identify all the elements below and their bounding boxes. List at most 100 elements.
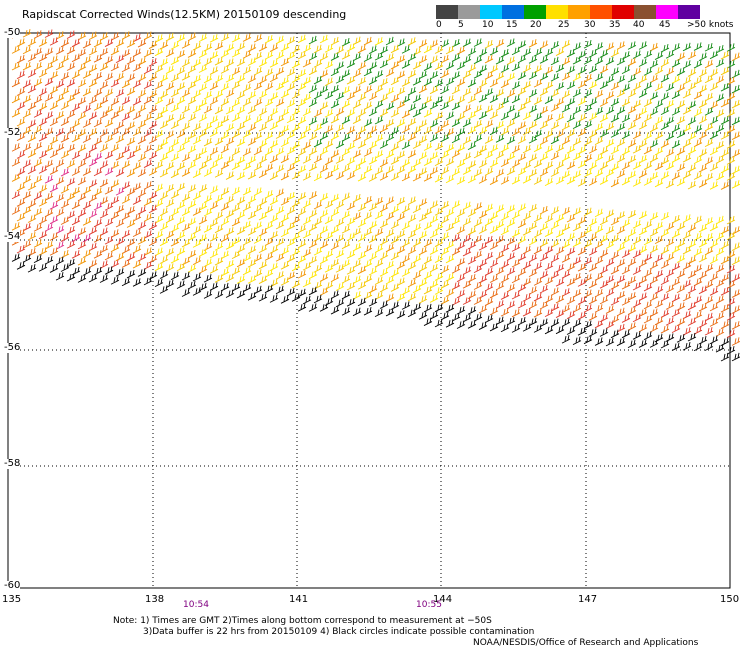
wind-barb bbox=[583, 56, 593, 65]
wind-barb bbox=[462, 166, 472, 175]
wind-barb bbox=[704, 74, 714, 84]
wind-barb bbox=[632, 266, 642, 275]
wind-barb bbox=[192, 74, 202, 84]
wind-barb bbox=[335, 107, 345, 116]
wind-barb bbox=[379, 108, 389, 117]
wind-barb bbox=[143, 48, 153, 58]
wind-barb bbox=[44, 192, 54, 201]
wind-barb bbox=[726, 215, 736, 225]
wind-barb bbox=[104, 118, 114, 128]
wind-barb bbox=[319, 255, 329, 265]
wind-barb bbox=[225, 241, 235, 250]
wind-barb bbox=[231, 186, 241, 196]
wind-barb bbox=[555, 263, 565, 273]
wind-barb bbox=[429, 263, 439, 273]
wind-barb bbox=[258, 42, 268, 52]
wind-barb bbox=[379, 93, 389, 103]
wind-barb bbox=[93, 218, 103, 228]
wind-barb bbox=[264, 51, 274, 60]
wind-barb bbox=[687, 82, 697, 91]
wind-barb bbox=[665, 284, 675, 293]
wind-barb bbox=[715, 264, 725, 273]
wind-barb bbox=[143, 181, 153, 190]
wind-barb bbox=[401, 254, 411, 264]
wind-barb bbox=[704, 232, 714, 242]
wind-barb bbox=[308, 35, 318, 45]
wind-barb bbox=[231, 147, 241, 156]
wind-barb bbox=[187, 32, 197, 42]
wind-barb bbox=[654, 316, 664, 326]
wind-barb bbox=[368, 107, 378, 117]
wind-barb bbox=[330, 193, 340, 203]
wind-barb bbox=[660, 309, 670, 318]
wind-barb bbox=[511, 308, 521, 318]
wind-barb bbox=[286, 146, 296, 155]
wind-barb bbox=[187, 49, 197, 58]
wind-barb bbox=[528, 203, 538, 213]
wind-barb bbox=[726, 140, 736, 149]
contaminated-wind-barb bbox=[203, 290, 213, 299]
wind-barb bbox=[60, 86, 70, 96]
wind-barb bbox=[165, 82, 175, 91]
wind-barb bbox=[264, 131, 274, 141]
wind-barb bbox=[445, 240, 455, 250]
wind-barb bbox=[154, 199, 164, 208]
wind-barb bbox=[671, 139, 681, 149]
wind-barb bbox=[357, 157, 367, 166]
wind-barb bbox=[352, 115, 362, 124]
contaminated-wind-barb bbox=[704, 342, 714, 351]
wind-barb bbox=[588, 161, 598, 170]
wind-barb bbox=[720, 273, 730, 283]
wind-barb bbox=[731, 84, 740, 94]
wind-barb bbox=[11, 173, 21, 182]
wind-barb bbox=[599, 161, 609, 170]
contaminated-wind-barb bbox=[55, 272, 65, 281]
wind-barb bbox=[209, 115, 219, 124]
wind-barb bbox=[82, 39, 92, 49]
wind-barb bbox=[209, 233, 219, 242]
wind-barb bbox=[275, 114, 285, 124]
contaminated-wind-barb bbox=[363, 306, 373, 316]
wind-barb bbox=[11, 94, 21, 104]
wind-barb bbox=[143, 197, 153, 207]
wind-barb bbox=[115, 218, 125, 228]
wind-barb bbox=[506, 89, 516, 98]
wind-barb bbox=[500, 212, 510, 221]
wind-barb bbox=[495, 300, 505, 309]
wind-barb bbox=[682, 139, 692, 148]
wind-barb bbox=[236, 74, 246, 83]
contaminated-wind-barb bbox=[572, 336, 582, 346]
wind-barb bbox=[170, 169, 180, 179]
wind-barb bbox=[396, 165, 406, 175]
wind-barb bbox=[561, 121, 571, 131]
wind-barb bbox=[264, 68, 274, 77]
wind-barb bbox=[588, 97, 598, 107]
wind-barb bbox=[665, 222, 675, 231]
wind-barb bbox=[159, 255, 169, 264]
wind-barb bbox=[583, 89, 593, 98]
wind-barb bbox=[363, 244, 373, 253]
wind-barb bbox=[533, 308, 543, 318]
wind-barb bbox=[693, 247, 703, 257]
wind-barb bbox=[11, 143, 21, 152]
wind-barb bbox=[209, 66, 219, 75]
wind-barb bbox=[445, 143, 455, 153]
wind-speed-colorbar bbox=[436, 5, 700, 19]
wind-barb bbox=[286, 191, 296, 201]
note-line: Note: 1) Times are GMT 2)Times along bot… bbox=[113, 616, 492, 626]
wind-barb bbox=[720, 131, 730, 140]
wind-barb bbox=[341, 69, 351, 78]
wind-barb bbox=[418, 55, 428, 64]
wind-barb bbox=[627, 228, 637, 237]
wind-barb bbox=[88, 143, 98, 153]
wind-barb bbox=[555, 160, 565, 170]
wind-barb bbox=[198, 215, 208, 225]
wind-barb bbox=[220, 131, 230, 140]
wind-barb bbox=[423, 125, 433, 135]
wind-barb bbox=[511, 81, 521, 90]
wind-barb bbox=[302, 278, 312, 288]
wind-barb bbox=[649, 42, 659, 52]
wind-barb bbox=[423, 77, 433, 87]
wind-barb bbox=[693, 310, 703, 320]
wind-barb bbox=[423, 285, 433, 295]
